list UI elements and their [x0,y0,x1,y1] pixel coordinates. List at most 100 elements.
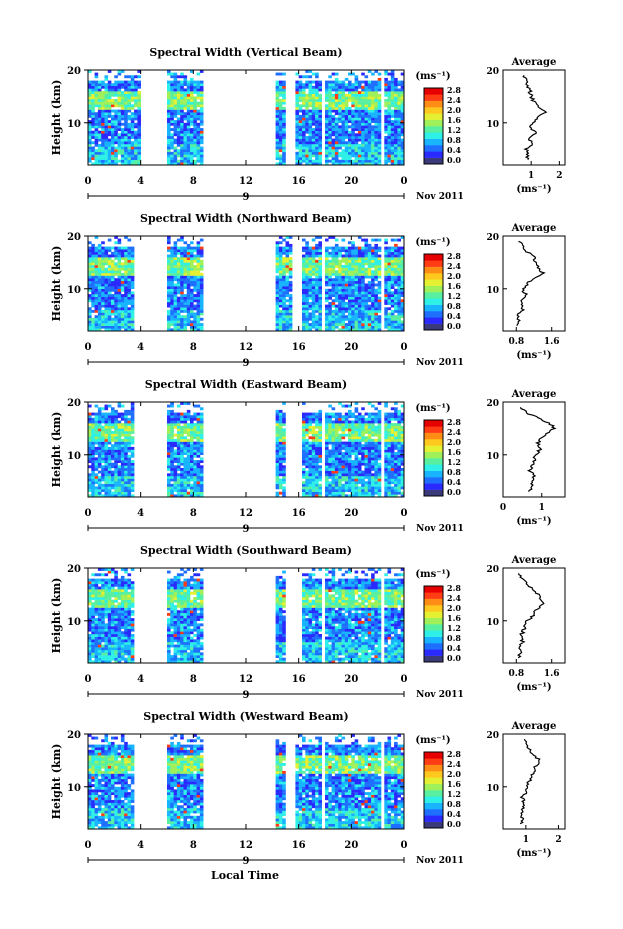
heatmap-cell [196,431,201,434]
heatmap-cell [97,117,102,121]
heatmap-cell [394,77,398,81]
heatmap-cell [94,101,99,105]
heatmap-cell [390,75,395,79]
heatmap-cell [311,106,316,110]
heatmap-cell [325,317,329,321]
heatmap-cell [308,486,313,490]
heatmap-cell [278,438,283,442]
heatmap-cell [186,283,191,287]
heatmap-cell [114,323,118,326]
heatmap-cell [170,431,174,434]
heatmap-cell [374,304,378,308]
heatmap-cell [384,251,388,255]
heatmap-cell [120,159,125,163]
heatmap-cell [390,272,395,276]
heatmap-cell [183,302,188,305]
heatmap-cell [104,307,109,311]
heatmap-cell [114,114,118,118]
heatmap-cell [397,323,401,326]
heatmap-cell [107,307,112,311]
heatmap-cell [186,302,191,305]
heatmap-cell [302,481,306,485]
heatmap-cell [104,85,109,89]
heatmap-cell [384,117,388,121]
heatmap-cell [387,328,392,332]
heatmap-cell [91,438,95,442]
heatmap-cell [190,491,194,495]
heatmap-cell [193,452,197,455]
heatmap-cell [88,101,92,105]
heatmap-cell [311,468,316,471]
heatmap-cell [367,304,372,308]
heatmap-cell [186,468,191,471]
heatmap-cell [94,491,99,495]
heatmap-cell [183,146,188,150]
heatmap-cell [199,325,204,329]
heatmap-cell [341,325,346,329]
heatmap-cell [278,468,283,471]
heatmap-cell [107,304,112,308]
heatmap-cell [167,446,171,450]
heatmap-cell [302,99,306,102]
heatmap-cell [170,433,174,437]
heatmap-cell [130,162,135,166]
heatmap-cell [282,328,286,332]
heatmap-cell [196,91,201,94]
heatmap-cell [167,120,171,123]
heatmap-cell [104,162,109,166]
heatmap-cell [137,109,141,113]
heatmap-cell [325,109,329,113]
heatmap-cell [305,104,309,108]
heatmap-cell [364,304,369,308]
heatmap-cell [190,275,194,279]
heatmap-cell [351,325,355,329]
heatmap-cell [101,489,105,492]
heatmap-cell [302,278,306,282]
heatmap-cell [354,159,359,163]
heatmap-cell [325,283,329,287]
heatmap-cell [357,315,362,319]
heatmap-cell [344,143,349,147]
heatmap-cell [104,441,109,445]
heatmap-cell [117,288,122,292]
heatmap-cell [94,270,99,274]
heatmap-cell [298,159,303,163]
heatmap-cell [275,249,280,253]
heatmap-cell [130,431,135,434]
heatmap-cell [190,423,194,426]
heatmap-cell [170,486,174,490]
heatmap-cell [311,433,316,437]
heatmap-cell [97,275,102,279]
heatmap-cell [305,136,309,139]
heatmap-cell [130,417,135,421]
heatmap-cell [338,315,342,319]
heatmap-cell [295,85,299,89]
heatmap-cell [104,262,109,266]
heatmap-cell [104,299,109,303]
heatmap-cell [120,249,125,253]
heatmap-cell [285,309,290,313]
heatmap-cell [308,420,313,424]
heatmap-cell [111,251,115,255]
heatmap-cell [104,494,109,498]
heatmap-cell [384,265,388,268]
heatmap-cell [311,473,316,477]
heatmap-cell [305,162,309,166]
heatmap-cell [91,117,95,121]
heatmap-cell [311,412,316,416]
heatmap-cell [91,270,95,274]
heatmap-cell [180,99,184,102]
heatmap-cell [344,101,349,105]
heatmap-cell [124,136,128,139]
heatmap-cell [170,454,174,458]
heatmap-cell [186,138,191,142]
heatmap-cell [348,151,352,155]
heatmap-cell [94,404,99,408]
heatmap-cell [124,249,128,253]
heatmap-cell [318,96,322,100]
heatmap-cell [282,157,286,160]
heatmap-cell [196,491,201,495]
heatmap-cell [94,257,99,260]
heatmap-cell [302,294,306,297]
heatmap-cell [117,138,122,142]
